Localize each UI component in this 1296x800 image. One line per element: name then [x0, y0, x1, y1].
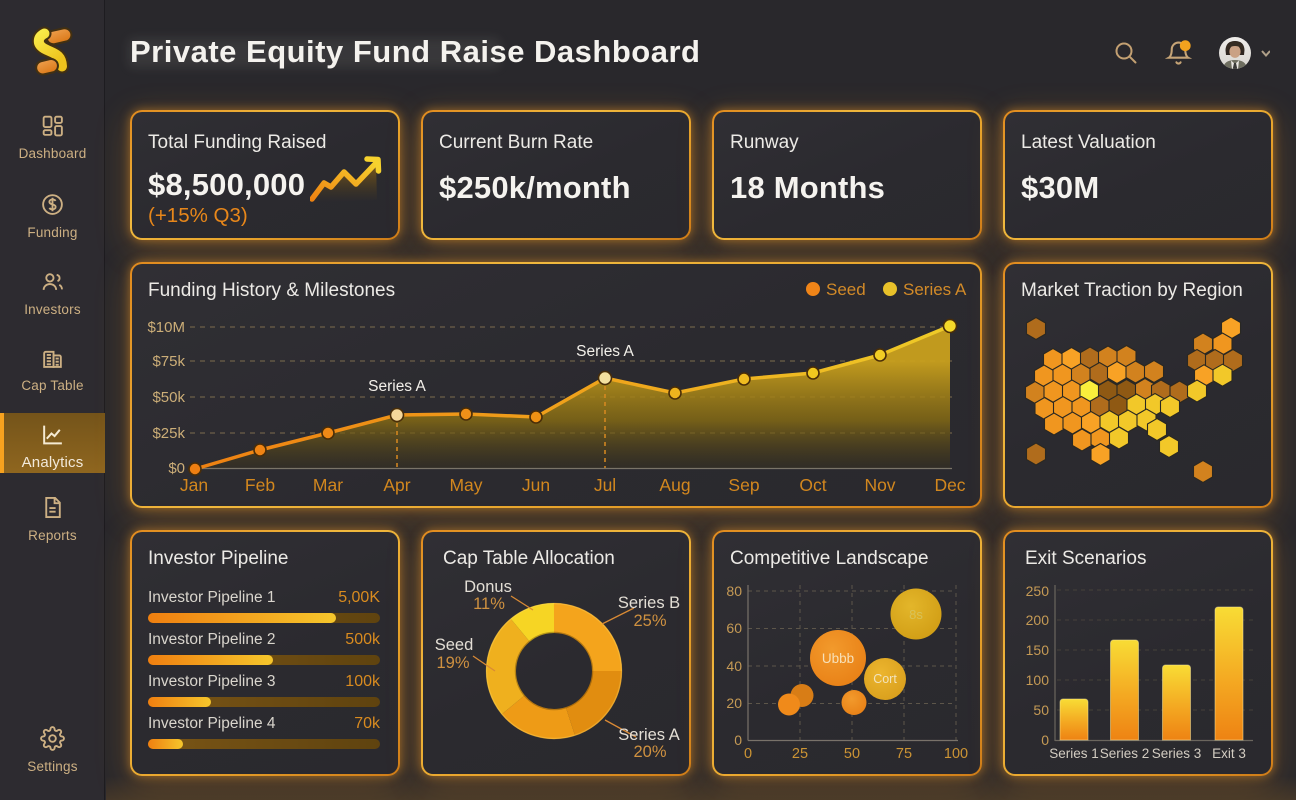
- svg-text:150: 150: [1026, 642, 1050, 658]
- svg-text:Ubbb: Ubbb: [822, 651, 854, 666]
- svg-text:Seed: Seed: [826, 280, 866, 299]
- svg-text:75: 75: [896, 746, 912, 762]
- svg-text:Dec: Dec: [934, 475, 965, 495]
- svg-text:Jun: Jun: [522, 475, 550, 495]
- svg-text:Series 1: Series 1: [1049, 746, 1099, 761]
- svg-text:50: 50: [844, 746, 860, 762]
- svg-text:25%: 25%: [633, 612, 666, 630]
- svg-text:0: 0: [1041, 732, 1049, 748]
- svg-text:Series A: Series A: [618, 726, 679, 744]
- svg-text:Jul: Jul: [594, 475, 616, 495]
- svg-text:Feb: Feb: [245, 475, 275, 495]
- svg-text:50: 50: [1033, 702, 1049, 718]
- svg-text:Jan: Jan: [180, 475, 208, 495]
- svg-text:8s: 8s: [909, 607, 923, 622]
- svg-text:Aug: Aug: [659, 475, 690, 495]
- svg-text:$50k: $50k: [152, 389, 185, 406]
- svg-text:250: 250: [1026, 583, 1050, 599]
- svg-text:100: 100: [944, 746, 968, 762]
- svg-text:Series A: Series A: [576, 343, 634, 360]
- svg-text:0: 0: [744, 746, 752, 762]
- svg-text:40: 40: [726, 658, 742, 674]
- svg-text:0: 0: [734, 732, 742, 748]
- svg-text:Series 3: Series 3: [1152, 746, 1202, 761]
- svg-text:Exit 3: Exit 3: [1212, 746, 1246, 761]
- svg-text:May: May: [449, 475, 482, 495]
- svg-text:19%: 19%: [436, 654, 469, 672]
- svg-text:$0: $0: [168, 460, 185, 477]
- svg-text:$25k: $25k: [152, 425, 185, 442]
- svg-text:Seed: Seed: [435, 636, 474, 654]
- svg-text:Apr: Apr: [383, 475, 410, 495]
- svg-text:Donus: Donus: [464, 578, 512, 596]
- svg-text:Series A: Series A: [368, 378, 426, 395]
- svg-text:20: 20: [726, 695, 742, 711]
- svg-text:Cort: Cort: [873, 672, 897, 686]
- svg-text:Series A: Series A: [903, 280, 967, 299]
- svg-text:80: 80: [726, 583, 742, 599]
- svg-text:200: 200: [1026, 612, 1050, 628]
- svg-text:Oct: Oct: [799, 475, 826, 495]
- svg-text:Sep: Sep: [728, 475, 759, 495]
- svg-text:11%: 11%: [473, 595, 505, 613]
- svg-text:20%: 20%: [633, 743, 666, 761]
- svg-text:Nov: Nov: [864, 475, 895, 495]
- svg-text:Series 2: Series 2: [1100, 746, 1150, 761]
- svg-text:Series B: Series B: [618, 594, 680, 612]
- svg-text:100: 100: [1026, 672, 1050, 688]
- svg-text:25: 25: [792, 746, 808, 762]
- svg-text:Mar: Mar: [313, 475, 343, 495]
- svg-text:60: 60: [726, 620, 742, 636]
- svg-text:$10M: $10M: [147, 319, 185, 336]
- svg-text:$75k: $75k: [152, 353, 185, 370]
